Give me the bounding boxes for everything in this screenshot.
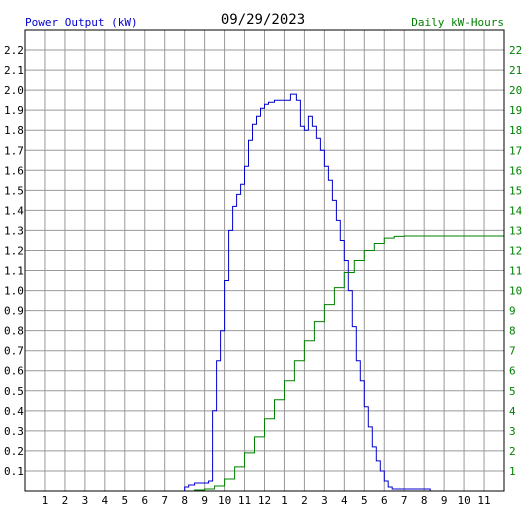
x-tick-label: 4 — [341, 494, 348, 507]
y-tick-label: 0.1 — [4, 465, 24, 478]
y-tick-label: 1.6 — [4, 164, 24, 177]
x-tick-label: 8 — [421, 494, 428, 507]
x-tick-label: 7 — [161, 494, 168, 507]
y-tick-label: 0.3 — [4, 425, 24, 438]
y2-tick-label: 14 — [509, 204, 523, 217]
y-tick-label: 0.6 — [4, 365, 24, 378]
y2-tick-label: 20 — [509, 84, 522, 97]
y-tick-label: 2.2 — [4, 44, 24, 57]
y-tick-label: 0.2 — [4, 445, 24, 458]
x-tick-label: 2 — [62, 494, 69, 507]
y2-tick-label: 11 — [509, 265, 522, 278]
y2-tick-label: 6 — [509, 365, 516, 378]
y-tick-label: 1.0 — [4, 285, 24, 298]
x-tick-label: 4 — [102, 494, 109, 507]
power-output-series-line — [25, 93, 504, 492]
plot-border — [24, 29, 505, 492]
x-tick-label: 10 — [457, 494, 470, 507]
y-tick-label: 1.4 — [4, 204, 24, 217]
y-tick-label: 1.2 — [4, 244, 24, 257]
y2-tick-label: 4 — [509, 405, 516, 418]
y-tick-label: 0.7 — [4, 345, 24, 358]
x-tick-label: 1 — [42, 494, 49, 507]
y2-tick-label: 19 — [509, 104, 522, 117]
x-tick-label: 11 — [238, 494, 251, 507]
y2-tick-label: 12 — [509, 244, 522, 257]
x-tick-label: 9 — [441, 494, 448, 507]
x-tick-label: 3 — [82, 494, 89, 507]
y2-tick-label: 8 — [509, 325, 516, 338]
y-tick-label: 1.9 — [4, 104, 24, 117]
x-tick-label: 7 — [401, 494, 408, 507]
y2-tick-label: 13 — [509, 224, 522, 237]
y2-tick-label: 10 — [509, 285, 522, 298]
y2-tick-label: 7 — [509, 345, 516, 358]
x-tick-label: 2 — [301, 494, 308, 507]
y2-tick-label: 9 — [509, 305, 516, 318]
left-axis-title: Power Output (kW) — [25, 16, 138, 29]
y2-tick-label: 1 — [509, 465, 516, 478]
x-tick-label: 5 — [361, 494, 368, 507]
y2-tick-label: 15 — [509, 184, 522, 197]
y2-tick-label: 21 — [509, 64, 522, 77]
y2-tick-label: 16 — [509, 164, 522, 177]
y-tick-label: 0.4 — [4, 405, 24, 418]
y-axis-ticks: 0.1 0.2 0.3 0.4 0.5 0.6 0.7 0.8 0.9 1.0 1.1 1.2 1.3 1… — [4, 44, 24, 478]
y-tick-label: 2.1 — [4, 64, 24, 77]
y-tick-label: 1.7 — [4, 144, 24, 157]
x-tick-label: 6 — [381, 494, 388, 507]
y-tick-label: 1.5 — [4, 184, 24, 197]
x-tick-label: 8 — [181, 494, 188, 507]
y-tick-label: 0.9 — [4, 305, 24, 318]
y-tick-label: 2.0 — [4, 84, 24, 97]
y-tick-label: 1.8 — [4, 124, 24, 137]
y2-tick-label: 2 — [509, 445, 516, 458]
chart-date-title: 09/29/2023 — [221, 12, 305, 28]
y2-tick-label: 3 — [509, 425, 516, 438]
y2-tick-label: 5 — [509, 385, 516, 398]
x-tick-label: 9 — [201, 494, 208, 507]
y2-tick-label: 18 — [509, 124, 522, 137]
x-tick-label: 6 — [141, 494, 148, 507]
x-tick-label: 11 — [477, 494, 490, 507]
y-tick-label: 1.1 — [4, 265, 24, 278]
y-tick-label: 0.8 — [4, 325, 24, 338]
x-tick-label: 3 — [321, 494, 328, 507]
series-lines — [25, 93, 504, 492]
y-tick-label: 1.3 — [4, 224, 24, 237]
x-axis-ticks: 1 2 3 4 5 6 7 8 9 10 11 12 1 2 3 4 5 6 7 8 9 10 11 — [42, 494, 491, 507]
y-tick-label: 0.5 — [4, 385, 24, 398]
right-axis-title: Daily kW-Hours — [411, 16, 504, 29]
x-tick-label: 5 — [121, 494, 128, 507]
daily-kwh-series-line — [25, 235, 504, 492]
x-tick-label: 10 — [218, 494, 231, 507]
x-tick-label: 12 — [258, 494, 271, 507]
x-tick-label: 1 — [281, 494, 288, 507]
y2-tick-label: 22 — [509, 44, 522, 57]
y2-tick-label: 17 — [509, 144, 522, 157]
